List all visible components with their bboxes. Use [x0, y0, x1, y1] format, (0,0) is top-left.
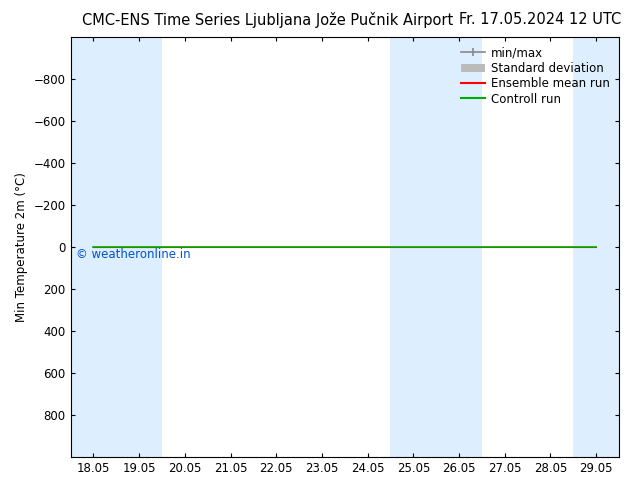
Legend: min/max, Standard deviation, Ensemble mean run, Controll run: min/max, Standard deviation, Ensemble me…	[458, 43, 613, 109]
Text: © weatheronline.in: © weatheronline.in	[76, 248, 191, 261]
Bar	[573, 37, 619, 457]
Text: Fr. 17.05.2024 12 UTC: Fr. 17.05.2024 12 UTC	[459, 12, 621, 27]
Bar	[70, 37, 162, 457]
Bar	[391, 37, 482, 457]
Y-axis label: Min Temperature 2m (°C): Min Temperature 2m (°C)	[15, 172, 28, 322]
Text: CMC-ENS Time Series Ljubljana Jože Pučnik Airport: CMC-ENS Time Series Ljubljana Jože Pučni…	[82, 12, 454, 28]
